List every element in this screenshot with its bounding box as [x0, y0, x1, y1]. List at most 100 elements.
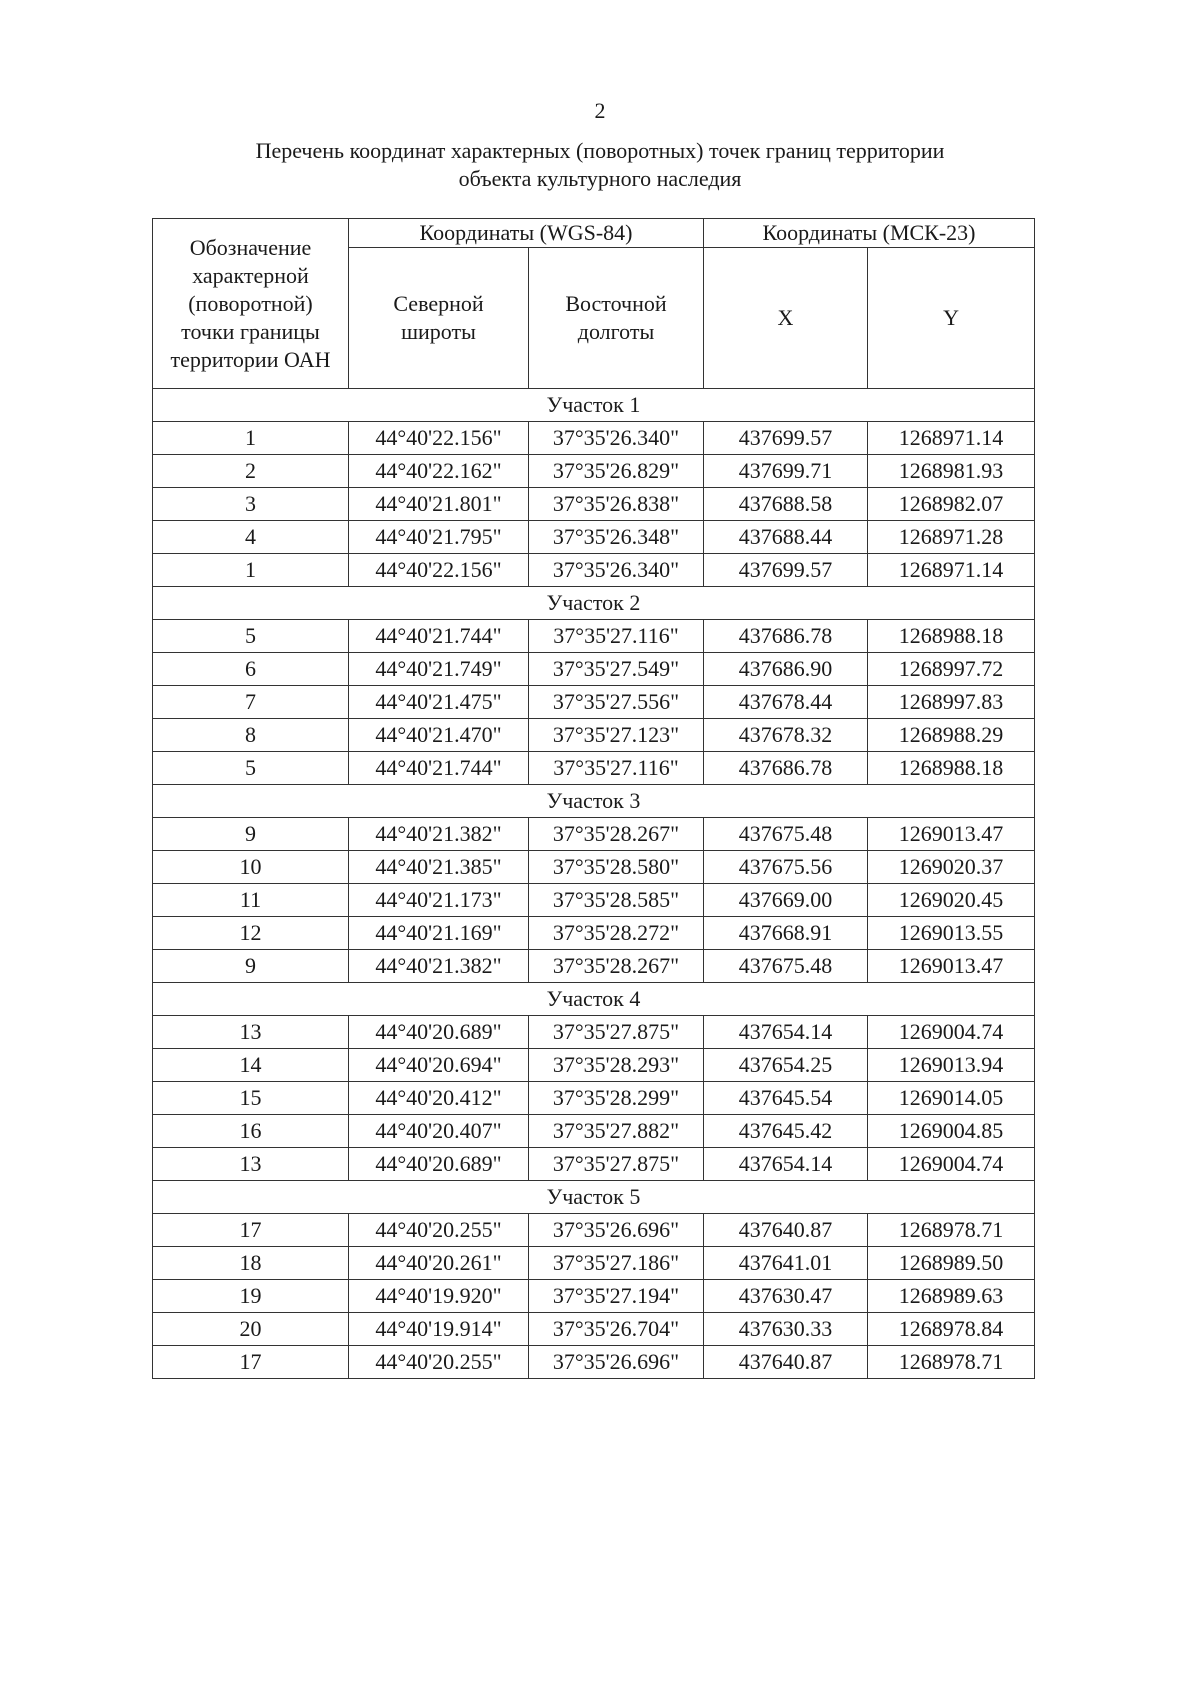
- table-row: 2 44°40'22.162" 37°35'26.829" 437699.71 1268…: [152, 454, 1036, 488]
- x-coordinate: 437640.87: [703, 1213, 868, 1247]
- latitude: 44°40'21.744": [348, 751, 529, 785]
- x-coordinate: 437669.00: [703, 883, 868, 917]
- latitude: 44°40'19.914": [348, 1312, 529, 1346]
- latitude: 44°40'21.744": [348, 619, 529, 653]
- page-number: 2: [594, 98, 606, 123]
- table-row: 18 44°40'20.261" 37°35'27.186" 437641.01 126…: [152, 1246, 1036, 1280]
- point-number: 6: [152, 652, 349, 686]
- table-row: 1 44°40'22.156" 37°35'26.340" 437699.57 1268…: [152, 421, 1036, 455]
- y-coordinate: 1268989.63: [866, 1279, 1036, 1313]
- x-coordinate: 437688.44: [703, 520, 868, 554]
- y-coordinate: 1268981.93: [866, 454, 1036, 488]
- latitude: 44°40'21.801": [348, 487, 529, 521]
- x-coordinate: 437641.01: [703, 1246, 868, 1280]
- y-coordinate: 1269013.55: [866, 916, 1036, 950]
- longitude: 37°35'27.116": [528, 751, 704, 785]
- table-row: 1 44°40'22.156" 37°35'26.340" 437699.57 1268…: [152, 553, 1036, 587]
- x-coordinate: 437630.33: [703, 1312, 868, 1346]
- table-row: 9 44°40'21.382" 37°35'28.267" 437675.48 1269…: [152, 949, 1036, 983]
- point-number: 16: [152, 1114, 349, 1148]
- table-row: 6 44°40'21.749" 37°35'27.549" 437686.90 1268…: [152, 652, 1036, 686]
- point-number: 5: [152, 619, 349, 653]
- latitude: 44°40'22.162": [348, 454, 529, 488]
- table-row: 11 44°40'21.173" 37°35'28.585" 437669.00 126…: [152, 883, 1036, 917]
- x-coordinate: 437654.14: [703, 1015, 868, 1049]
- y-coordinate: 1269020.37: [866, 850, 1036, 884]
- table-row: 10 44°40'21.385" 37°35'28.580" 437675.56 126…: [152, 850, 1036, 884]
- title-line-1: Перечень координат характерных (поворотн…: [255, 138, 945, 163]
- point-number: 8: [152, 718, 349, 752]
- x-coordinate: 437675.48: [703, 949, 868, 983]
- header-msk23: Координаты (МСК-23): [702, 218, 1036, 248]
- point-number: 5: [152, 751, 349, 785]
- x-coordinate: 437654.14: [703, 1147, 868, 1181]
- table-row: 16 44°40'20.407" 37°35'27.882" 437645.42 126…: [152, 1114, 1036, 1148]
- y-coordinate: 1268988.18: [866, 751, 1036, 785]
- section-row: Участок 4: [151, 982, 1036, 1016]
- x-coordinate: 437699.57: [703, 553, 868, 587]
- table-body: Участок 1 1 44°40'22.156" 37°35'26.340" 4376…: [151, 388, 1036, 1379]
- longitude: 37°35'26.838": [528, 487, 704, 521]
- point-number: 10: [152, 850, 349, 884]
- x-coordinate: 437678.44: [703, 685, 868, 719]
- longitude: 37°35'26.340": [528, 421, 704, 455]
- latitude: 44°40'21.169": [348, 916, 529, 950]
- longitude: 37°35'28.580": [528, 850, 704, 884]
- point-number: 7: [152, 685, 349, 719]
- table-row: 5 44°40'21.744" 37°35'27.116" 437686.78 1268…: [152, 619, 1036, 653]
- x-coordinate: 437654.25: [703, 1048, 868, 1082]
- point-number: 13: [152, 1015, 349, 1049]
- y-coordinate: 1268978.84: [866, 1312, 1036, 1346]
- latitude: 44°40'21.385": [348, 850, 529, 884]
- y-coordinate: 1269013.94: [866, 1048, 1036, 1082]
- header-longitude: Восточной долготы: [528, 247, 704, 389]
- section-row: Участок 3: [151, 784, 1036, 818]
- table-row: 20 44°40'19.914" 37°35'26.704" 437630.33 126…: [152, 1312, 1036, 1346]
- section-title: Участок 3: [151, 784, 1036, 818]
- x-coordinate: 437645.42: [703, 1114, 868, 1148]
- point-number: 1: [152, 553, 349, 587]
- y-coordinate: 1269013.47: [866, 949, 1036, 983]
- point-number: 3: [152, 487, 349, 521]
- x-coordinate: 437686.90: [703, 652, 868, 686]
- x-coordinate: 437668.91: [703, 916, 868, 950]
- section-title: Участок 5: [151, 1180, 1036, 1214]
- point-number: 19: [152, 1279, 349, 1313]
- header-latitude: Северной широты: [348, 247, 529, 389]
- table-row: 13 44°40'20.689" 37°35'27.875" 437654.14 126…: [152, 1015, 1036, 1049]
- longitude: 37°35'28.267": [528, 949, 704, 983]
- latitude: 44°40'20.261": [348, 1246, 529, 1280]
- x-coordinate: 437688.58: [703, 487, 868, 521]
- longitude: 37°35'27.875": [528, 1015, 704, 1049]
- y-coordinate: 1269004.85: [866, 1114, 1036, 1148]
- table-row: 5 44°40'21.744" 37°35'27.116" 437686.78 1268…: [152, 751, 1036, 785]
- x-coordinate: 437675.48: [703, 817, 868, 851]
- y-coordinate: 1268997.83: [866, 685, 1036, 719]
- point-number: 11: [152, 883, 349, 917]
- y-coordinate: 1268971.14: [866, 421, 1036, 455]
- y-coordinate: 1268997.72: [866, 652, 1036, 686]
- y-coordinate: 1268982.07: [866, 487, 1036, 521]
- y-coordinate: 1269020.45: [866, 883, 1036, 917]
- longitude: 37°35'26.340": [528, 553, 704, 587]
- longitude: 37°35'26.696": [528, 1345, 704, 1379]
- section-row: Участок 1: [151, 388, 1036, 422]
- table-row: 8 44°40'21.470" 37°35'27.123" 437678.32 1268…: [152, 718, 1036, 752]
- section-row: Участок 2: [151, 586, 1036, 620]
- point-number: 13: [152, 1147, 349, 1181]
- table-row: 12 44°40'21.169" 37°35'28.272" 437668.91 126…: [152, 916, 1036, 950]
- point-number: 17: [152, 1345, 349, 1379]
- y-coordinate: 1268988.18: [866, 619, 1036, 653]
- longitude: 37°35'28.272": [528, 916, 704, 950]
- longitude: 37°35'27.556": [528, 685, 704, 719]
- header-point-designation: Обозначение характерной (поворотной) точ…: [152, 218, 349, 389]
- x-coordinate: 437686.78: [703, 619, 868, 653]
- latitude: 44°40'21.382": [348, 949, 529, 983]
- point-number: 9: [152, 817, 349, 851]
- longitude: 37°35'28.299": [528, 1081, 704, 1115]
- section-title: Участок 4: [151, 982, 1036, 1016]
- latitude: 44°40'21.382": [348, 817, 529, 851]
- title-line-2: объекта культурного наследия: [458, 166, 742, 191]
- longitude: 37°35'26.829": [528, 454, 704, 488]
- point-number: 12: [152, 916, 349, 950]
